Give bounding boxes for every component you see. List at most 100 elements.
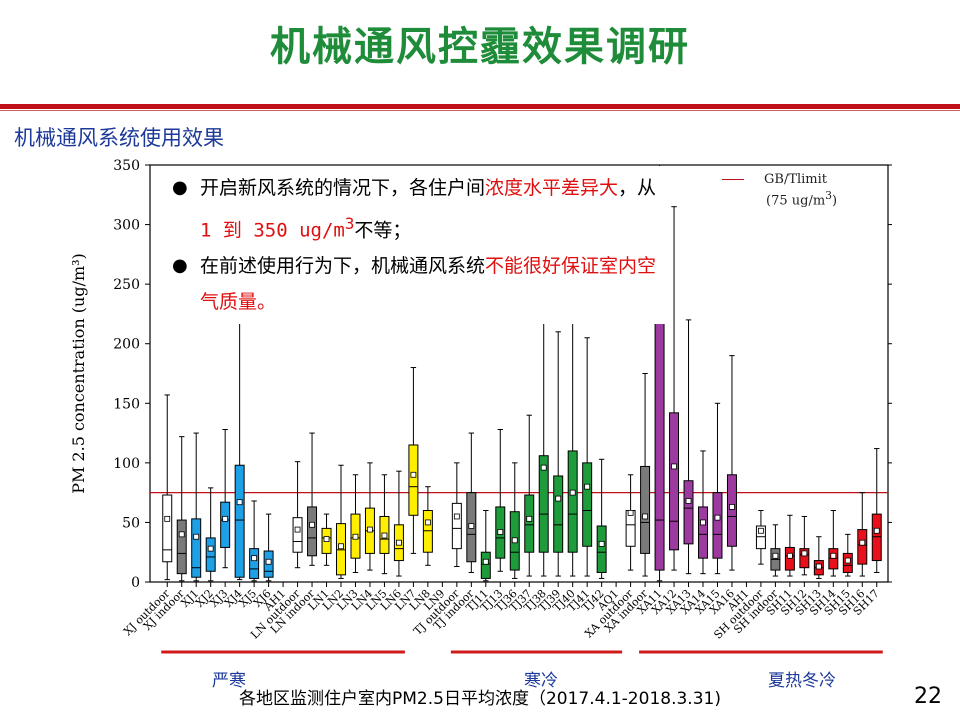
callout-text-2: 在前述使用行为下，机械通风系统不能很好保证室内空气质量。 [200, 248, 662, 320]
box-iqr [799, 548, 810, 569]
box-mean-marker [555, 495, 562, 502]
box-mean-marker [526, 515, 533, 522]
box-mean-marker [352, 533, 359, 540]
callout-bullet-1: ● 开启新风系统的情况下，各住户间浓度水平差异大，从 1 到 350 ug/m3不… [172, 170, 662, 248]
box-mean-marker [786, 552, 793, 559]
box-mean-marker [729, 504, 735, 510]
box-iqr [582, 462, 593, 547]
title-divider-thin [0, 110, 960, 111]
box-mean-marker [265, 558, 272, 565]
box-mean-marker [671, 463, 677, 470]
plot-frame [149, 164, 889, 583]
y-axis-label: PM 2.5 concentration (ug/m³) [69, 253, 88, 494]
box-mean-marker [772, 552, 779, 559]
box-iqr [640, 465, 651, 554]
box-iqr [307, 506, 318, 557]
y-tick-label: 100 [113, 456, 140, 472]
box-mean-marker [424, 519, 431, 526]
box-iqr [828, 548, 839, 570]
box-mean-marker [627, 509, 634, 516]
box-iqr [726, 474, 737, 547]
box-mean-marker [410, 471, 417, 478]
box-mean-marker [367, 526, 373, 533]
box-mean-marker [207, 545, 214, 552]
box-iqr [596, 525, 607, 573]
box-iqr [871, 513, 882, 562]
box-iqr [234, 464, 245, 578]
box-iqr [784, 546, 795, 571]
region-label-hot-summer-cold-winter: 夏热冬冷 [768, 671, 836, 691]
y-tick-label: 200 [113, 337, 140, 353]
box-mean-marker [309, 521, 315, 528]
legend-label: GB/Tlimit [764, 172, 828, 187]
region-label-cold: 寒冷 [524, 671, 558, 691]
callout-1-highlight: 浓度水平差异大 [485, 177, 619, 199]
box-mean-marker [222, 515, 229, 522]
callout-box: ● 开启新风系统的情况下，各住户间浓度水平差异大，从1 到 350 ug/m3不… [166, 166, 668, 325]
box-iqr [712, 492, 723, 559]
callout-1-mid: ，从 [618, 177, 657, 199]
box-iqr [336, 523, 346, 576]
box-iqr [249, 548, 260, 579]
box-mean-marker [830, 552, 837, 559]
box-mean-marker [251, 555, 258, 562]
box-iqr [857, 529, 868, 565]
box-mean-marker [801, 550, 808, 557]
box-mean-marker [497, 529, 504, 535]
box-mean-marker [236, 499, 243, 506]
box-iqr [176, 519, 187, 575]
legend-sublabel: (75 ug/m [766, 193, 826, 209]
box-mean-marker [859, 539, 866, 546]
box-iqr [292, 517, 303, 553]
box-iqr [683, 480, 694, 545]
box-iqr [480, 551, 491, 579]
box-mean-marker [511, 537, 518, 544]
legend-tail: ) [832, 193, 838, 209]
legend-sup: 3 [825, 189, 833, 202]
box-mean-marker [815, 563, 822, 570]
box-mean-marker [642, 513, 648, 520]
legend-limit-line [722, 179, 744, 180]
callout-1-post: 不等； [354, 219, 412, 242]
box-mean-marker [714, 514, 721, 521]
y-tick-label: 350 [113, 158, 140, 174]
box-iqr [524, 494, 535, 553]
box-iqr [422, 510, 433, 553]
box-iqr [408, 444, 419, 516]
y-tick-label: 150 [113, 396, 140, 412]
box-iqr [553, 475, 564, 553]
y-tick-label: 0 [131, 575, 140, 591]
box-mean-marker [700, 519, 706, 526]
box-mean-marker [844, 557, 851, 564]
box-mean-marker [873, 527, 880, 534]
callout-2-highlight: 不能很好保证室内空气质量。 [200, 255, 657, 314]
box-iqr [205, 537, 216, 572]
bullet-dot-icon: ● [172, 177, 188, 198]
box-mean-marker [569, 489, 576, 496]
page-number: 22 [914, 684, 942, 709]
bullet-dot-icon: ● [172, 255, 188, 277]
box-iqr [191, 518, 202, 578]
box-mean-marker [323, 536, 330, 543]
box-iqr [755, 525, 766, 550]
chart-legend: GB/Tlimit (75 ug/m3) [722, 172, 837, 208]
callout-1-sup: 3 [344, 214, 355, 233]
box-mean-marker [453, 513, 460, 520]
box-iqr [625, 510, 636, 547]
box-mean-marker [468, 523, 475, 529]
box-mean-marker [584, 483, 591, 490]
box-iqr [567, 450, 578, 553]
callout-2-pre: 在前述使用行为下，机械通风系统 [200, 255, 486, 278]
slide-title: 机械通风控霾效果调研 [270, 24, 690, 70]
box-mean-marker [294, 526, 301, 533]
y-tick-label: 50 [122, 515, 140, 531]
box-iqr [698, 506, 708, 559]
region-label-severe-cold: 严寒 [212, 671, 246, 691]
box-mean-marker [164, 515, 171, 522]
box-mean-marker [381, 532, 388, 539]
callout-bullet-2: ● 在前述使用行为下，机械通风系统不能很好保证室内空气质量。 [172, 248, 662, 320]
title-divider [0, 104, 960, 109]
box-mean-marker [396, 539, 402, 546]
box-iqr [220, 501, 231, 548]
